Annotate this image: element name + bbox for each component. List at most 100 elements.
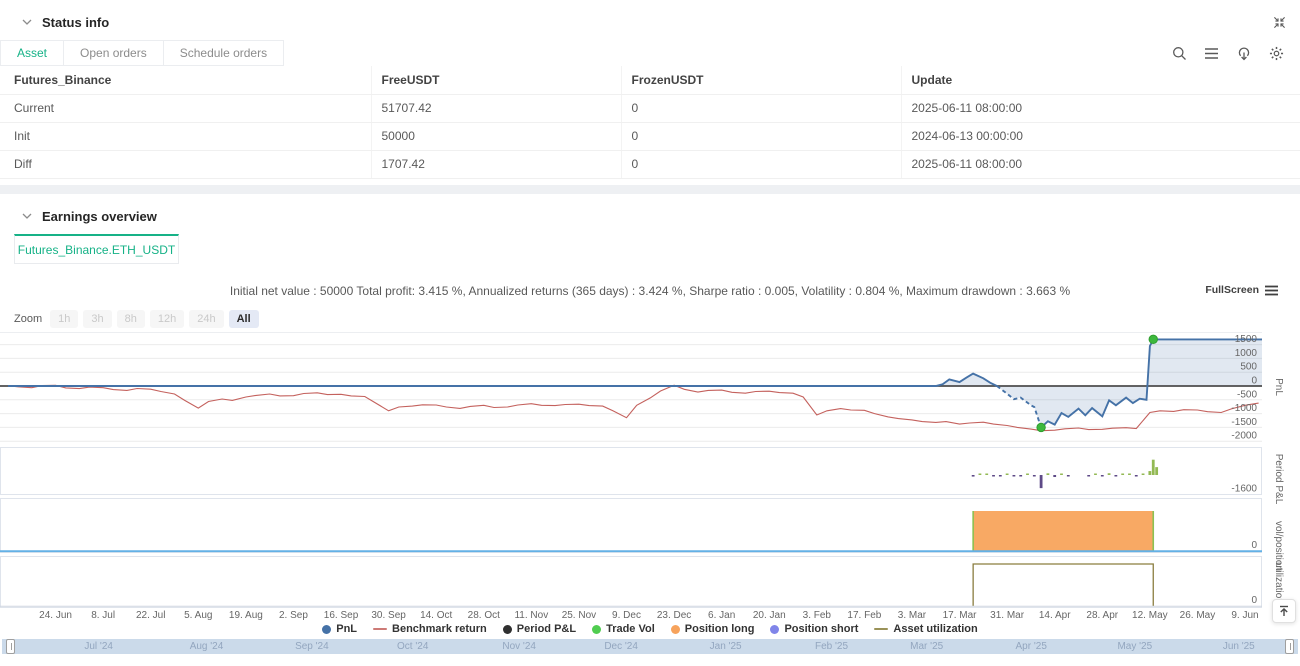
period-pnl-pane[interactable]: -1600 [0, 447, 1300, 495]
arrow-up-to-line-icon [1280, 605, 1288, 616]
svg-text:0: 0 [1251, 376, 1257, 387]
x-tick-label: 22. Jul [135, 610, 166, 621]
table-row-init: Init 50000 0 2024-06-13 00:00:00 [0, 122, 1300, 151]
navigator-month-label: Dec '24 [604, 641, 638, 652]
cloud-download-icon[interactable] [1236, 46, 1252, 61]
search-icon[interactable] [1172, 46, 1187, 61]
svg-text:-1500: -1500 [1231, 417, 1257, 428]
status-tabs: Asset Open orders Schedule orders [0, 40, 285, 66]
earnings-section-header: Earnings overview [0, 194, 1300, 226]
earnings-section-title: Earnings overview [42, 208, 157, 224]
legend-marker [322, 624, 332, 634]
column-header-update: Update [901, 66, 1300, 95]
svg-text:-1000: -1000 [1231, 403, 1257, 414]
legend-item-asset-utilization[interactable]: Asset utilization [874, 623, 978, 635]
navigator-month-label: Aug '24 [189, 641, 224, 652]
cell-init-update: 2024-06-13 00:00:00 [901, 122, 1300, 151]
navigator-month-label: Sep '24 [295, 641, 329, 652]
legend-item-position-short[interactable]: Position short [770, 623, 858, 635]
earnings-tab-label: Futures_Binance.ETH_USDT [17, 242, 176, 257]
navigator-left-handle[interactable] [6, 639, 15, 654]
legend-marker [502, 624, 512, 634]
cell-diff-frozenusdt: 0 [621, 150, 902, 179]
cell-current-freeusdt: 51707.42 [371, 94, 622, 123]
settings-icon[interactable] [1269, 46, 1284, 61]
x-tick-label: 9. Jun [1231, 610, 1259, 621]
svg-text:-2000: -2000 [1231, 431, 1257, 442]
x-tick-label: 28. Oct [467, 610, 500, 621]
expand-icon[interactable] [1273, 16, 1286, 29]
legend-item-pnl[interactable]: PnL [322, 623, 357, 635]
navigator-right-handle[interactable] [1285, 639, 1294, 654]
tab-schedule-orders[interactable]: Schedule orders [163, 40, 285, 66]
navigator-month-label: Oct '24 [397, 641, 429, 652]
legend-label: Position long [684, 623, 755, 635]
x-tick-label: 6. Jan [708, 610, 736, 621]
legend-item-position-long[interactable]: Position long [670, 623, 755, 635]
legend-item-period-p-l[interactable]: Period P&L [502, 623, 577, 635]
pnl-pane[interactable]: 1500 1000 500 0 -500 -1000 -1500 -2000 [0, 332, 1300, 445]
cell-init-freeusdt: 50000 [371, 122, 622, 151]
x-tick-label: 16. Sep [323, 610, 359, 621]
zoom-button-1h[interactable]: 1h [50, 310, 79, 328]
x-tick-label: 30. Sep [371, 610, 406, 621]
zoom-button-all[interactable]: All [228, 310, 259, 328]
chart-navigator[interactable]: Jul '24 Aug '24 Sep '24 Oct '24 Nov '24 Dec '… [2, 639, 1298, 654]
status-section-header: Status info [0, 0, 1300, 32]
asset-table-header-row: Futures_Binance FreeUSDT FrozenUSDT Update [0, 66, 1300, 95]
utilization-pane[interactable]: 0 [0, 556, 1300, 608]
fullscreen-label: FullScreen [1205, 284, 1259, 296]
zoom-button-3h[interactable]: 3h [83, 310, 112, 328]
cell-current-futures_binance[interactable]: Current [0, 94, 372, 123]
legend-item-trade-vol[interactable]: Trade Vol [592, 623, 655, 635]
svg-text:500: 500 [1240, 362, 1257, 373]
zoom-controls: Zoom 1h 3h 8h 12h 24h All [14, 308, 1300, 330]
zoom-button-8h[interactable]: 8h [116, 310, 145, 328]
x-tick-label: 23. Dec [656, 610, 692, 621]
x-tick-label: 14. Oct [420, 610, 453, 621]
x-tick-label: 26. May [1179, 610, 1216, 621]
cell-current-frozenusdt: 0 [621, 94, 902, 123]
earnings-chart: 1500 1000 500 0 -500 -1000 -1500 -2000 -1600 0 … [0, 331, 1300, 662]
x-tick-label: 14. Apr [1038, 610, 1071, 621]
tab-asset[interactable]: Asset [0, 40, 65, 66]
svg-text:-500: -500 [1237, 389, 1257, 400]
x-tick-label: 17. Feb [847, 610, 882, 621]
legend-label: Period P&L [516, 623, 577, 635]
tab-futures-binance-eth-usdt[interactable]: Futures_Binance.ETH_USDT [14, 234, 179, 264]
x-tick-label: 20. Jan [752, 610, 786, 621]
zoom-button-24h[interactable]: 24h [189, 310, 224, 328]
zoom-buttons: 1h 3h 8h 12h 24h All [50, 310, 259, 328]
x-tick-label: 17. Mar [942, 610, 977, 621]
x-tick-label: 2. Sep [278, 610, 308, 621]
navigator-month-label: Jun '25 [1222, 641, 1255, 652]
cell-init-futures_binance: Init [0, 122, 372, 151]
status-tabbar: Asset Open orders Schedule orders [0, 40, 1300, 66]
fullscreen-button[interactable]: FullScreen [1205, 284, 1278, 296]
chevron-down-icon[interactable] [22, 18, 32, 26]
x-tick-label: 25. Nov [561, 610, 597, 621]
cell-diff-freeusdt: 1707.42 [371, 150, 622, 179]
chart-statistics: Initial net value : 50000 Total profit: … [229, 284, 1071, 298]
cell-diff-update: 2025-06-11 08:00:00 [901, 150, 1300, 179]
legend-marker [592, 624, 602, 634]
list-icon[interactable] [1204, 47, 1219, 60]
tab-open-orders[interactable]: Open orders [64, 40, 164, 66]
navigator-month-label: Feb '25 [815, 641, 849, 652]
zoom-button-12h[interactable]: 12h [149, 310, 185, 328]
column-header-futures_binance: Futures_Binance [0, 66, 372, 95]
x-tick-label: 19. Aug [228, 610, 263, 621]
x-tick-label: 3. Mar [897, 610, 927, 621]
x-axis-labels: 24. Jun 8. Jul 22. Jul 5. Aug 19. Aug 2. Sep 1… [0, 610, 1300, 623]
chart-menu-icon [1265, 285, 1278, 295]
navigator-month-label: Apr '25 [1015, 641, 1047, 652]
vol-position-pane[interactable]: 0 [0, 498, 1300, 553]
legend-item-benchmark-return[interactable]: Benchmark return [373, 623, 487, 635]
zoom-label: Zoom [14, 313, 43, 325]
legend-label: Position short [784, 623, 859, 635]
status-info-card: Status info Asset Open orders Schedule ord… [0, 0, 1300, 185]
cell-diff-futures_binance: Diff [0, 150, 372, 179]
chevron-down-icon[interactable] [22, 212, 32, 220]
legend-label: Asset utilization [893, 623, 978, 635]
back-to-top-button[interactable] [1272, 599, 1296, 623]
